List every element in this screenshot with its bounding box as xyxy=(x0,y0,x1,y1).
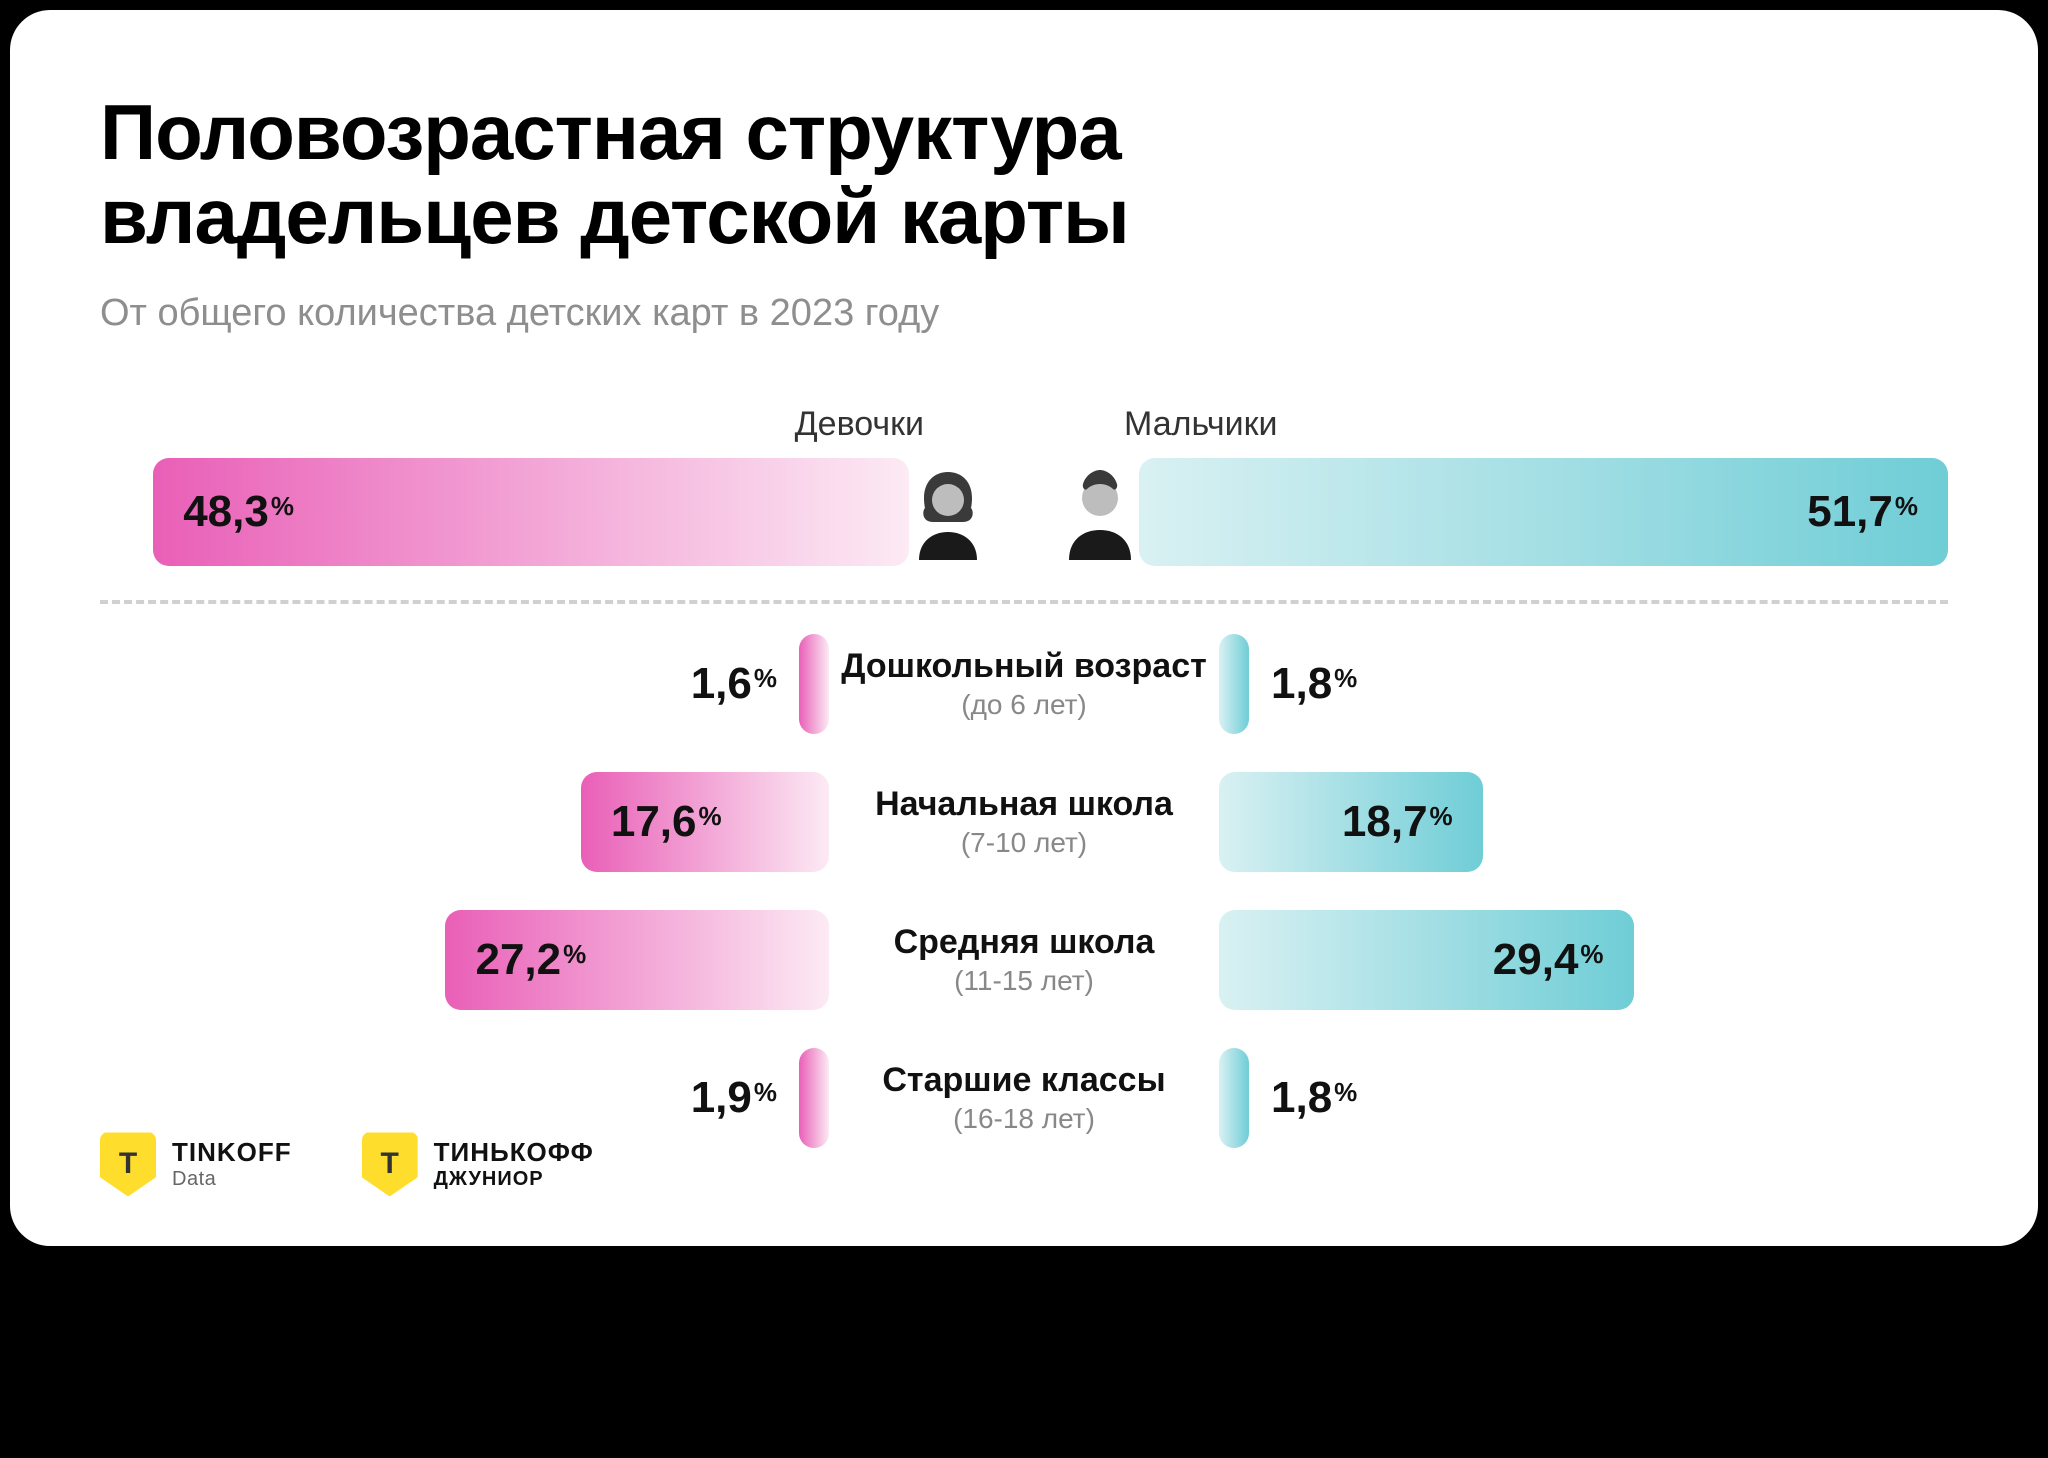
shield-icon: T xyxy=(100,1132,156,1196)
tinkoff-data-logo: T TINKOFF Data xyxy=(100,1132,292,1196)
shield-icon: T xyxy=(362,1132,418,1196)
category-title: Дошкольный возраст xyxy=(839,648,1209,685)
label-girls: Девочки xyxy=(100,405,1024,444)
pct-boys: 1,8% xyxy=(1249,659,1357,709)
category-rows: 1,6% Дошкольный возраст (до 6 лет) 1,8% … xyxy=(100,634,1948,1148)
footer-logos: T TINKOFF Data T ТИНЬКОФФ ДЖУНИОР xyxy=(100,1132,594,1196)
bar-boys: 29,4% xyxy=(1219,910,1634,1010)
category-title: Старшие классы xyxy=(839,1062,1209,1099)
logo2-brand: ТИНЬКОФФ xyxy=(434,1137,594,1168)
bar-boys: 1,8% xyxy=(1219,1048,1249,1148)
infographic-card: Половозрастная структура владельцев детс… xyxy=(10,10,2038,1246)
category-label: Средняя школа (11-15 лет) xyxy=(829,924,1219,997)
title-line-1: Половозрастная структура xyxy=(100,88,1121,176)
summary-bar-girls-area: 48,3% xyxy=(100,458,909,566)
pct-boys: 18,7% xyxy=(1342,797,1453,847)
category-label: Старшие классы (16-18 лет) xyxy=(829,1062,1219,1135)
category-label: Начальная школа (7-10 лет) xyxy=(829,786,1219,859)
pct-girls: 27,2% xyxy=(475,935,586,985)
category-label: Дошкольный возраст (до 6 лет) xyxy=(829,648,1219,721)
category-sub: (11-15 лет) xyxy=(839,965,1209,997)
category-title: Средняя школа xyxy=(839,924,1209,961)
gender-labels: Девочки Мальчики xyxy=(100,405,1948,444)
chart-title: Половозрастная структура владельцев детс… xyxy=(100,90,1948,258)
chart-subtitle: От общего количества детских карт в 2023… xyxy=(100,292,1948,335)
logo2-sub: ДЖУНИОР xyxy=(434,1168,594,1191)
pct-boys: 1,8% xyxy=(1249,1073,1357,1123)
category-sub: (до 6 лет) xyxy=(839,689,1209,721)
divider xyxy=(100,600,1948,604)
bar-boys: 18,7% xyxy=(1219,772,1483,872)
category-row: 17,6% Начальная школа (7-10 лет) 18,7% xyxy=(100,772,1948,872)
category-row: 27,2% Средняя школа (11-15 лет) 29,4% xyxy=(100,910,1948,1010)
summary-pct-girls: 48,3% xyxy=(183,487,294,537)
bar-area-girls: 1,6% xyxy=(100,634,829,734)
logo1-sub: Data xyxy=(172,1168,292,1191)
category-row: 1,6% Дошкольный возраст (до 6 лет) 1,8% xyxy=(100,634,1948,734)
summary-bar-boys: 51,7% xyxy=(1139,458,1948,566)
bar-area-girls: 17,6% xyxy=(100,772,829,872)
boy-avatar-icon xyxy=(1061,464,1139,560)
bar-girls: 1,9% xyxy=(799,1048,829,1148)
bar-area-boys: 29,4% xyxy=(1219,910,1948,1010)
summary-pct-boys: 51,7% xyxy=(1807,487,1918,537)
pct-girls: 1,9% xyxy=(691,1073,799,1123)
label-boys: Мальчики xyxy=(1024,405,1948,444)
bar-girls: 27,2% xyxy=(445,910,829,1010)
bar-girls: 17,6% xyxy=(581,772,829,872)
category-sub: (16-18 лет) xyxy=(839,1103,1209,1135)
summary-row: 48,3% xyxy=(100,458,1948,566)
bar-boys: 1,8% xyxy=(1219,634,1249,734)
tinkoff-junior-logo: T ТИНЬКОФФ ДЖУНИОР xyxy=(362,1132,594,1196)
bar-girls: 1,6% xyxy=(799,634,829,734)
summary-bar-girls: 48,3% xyxy=(153,458,909,566)
girl-avatar-icon xyxy=(909,464,987,560)
logo1-brand: TINKOFF xyxy=(172,1137,292,1168)
bar-area-girls: 27,2% xyxy=(100,910,829,1010)
summary-bar-boys-area: 51,7% xyxy=(1139,458,1948,566)
pct-boys: 29,4% xyxy=(1493,935,1604,985)
category-title: Начальная школа xyxy=(839,786,1209,823)
pct-girls: 1,6% xyxy=(691,659,799,709)
title-line-2: владельцев детской карты xyxy=(100,172,1129,260)
bar-area-boys: 1,8% xyxy=(1219,634,1948,734)
avatar-gap xyxy=(909,464,1139,560)
bar-area-boys: 18,7% xyxy=(1219,772,1948,872)
category-sub: (7-10 лет) xyxy=(839,827,1209,859)
pct-girls: 17,6% xyxy=(611,797,722,847)
diverging-bar-chart: Девочки Мальчики 48,3% xyxy=(100,405,1948,1148)
bar-area-boys: 1,8% xyxy=(1219,1048,1948,1148)
